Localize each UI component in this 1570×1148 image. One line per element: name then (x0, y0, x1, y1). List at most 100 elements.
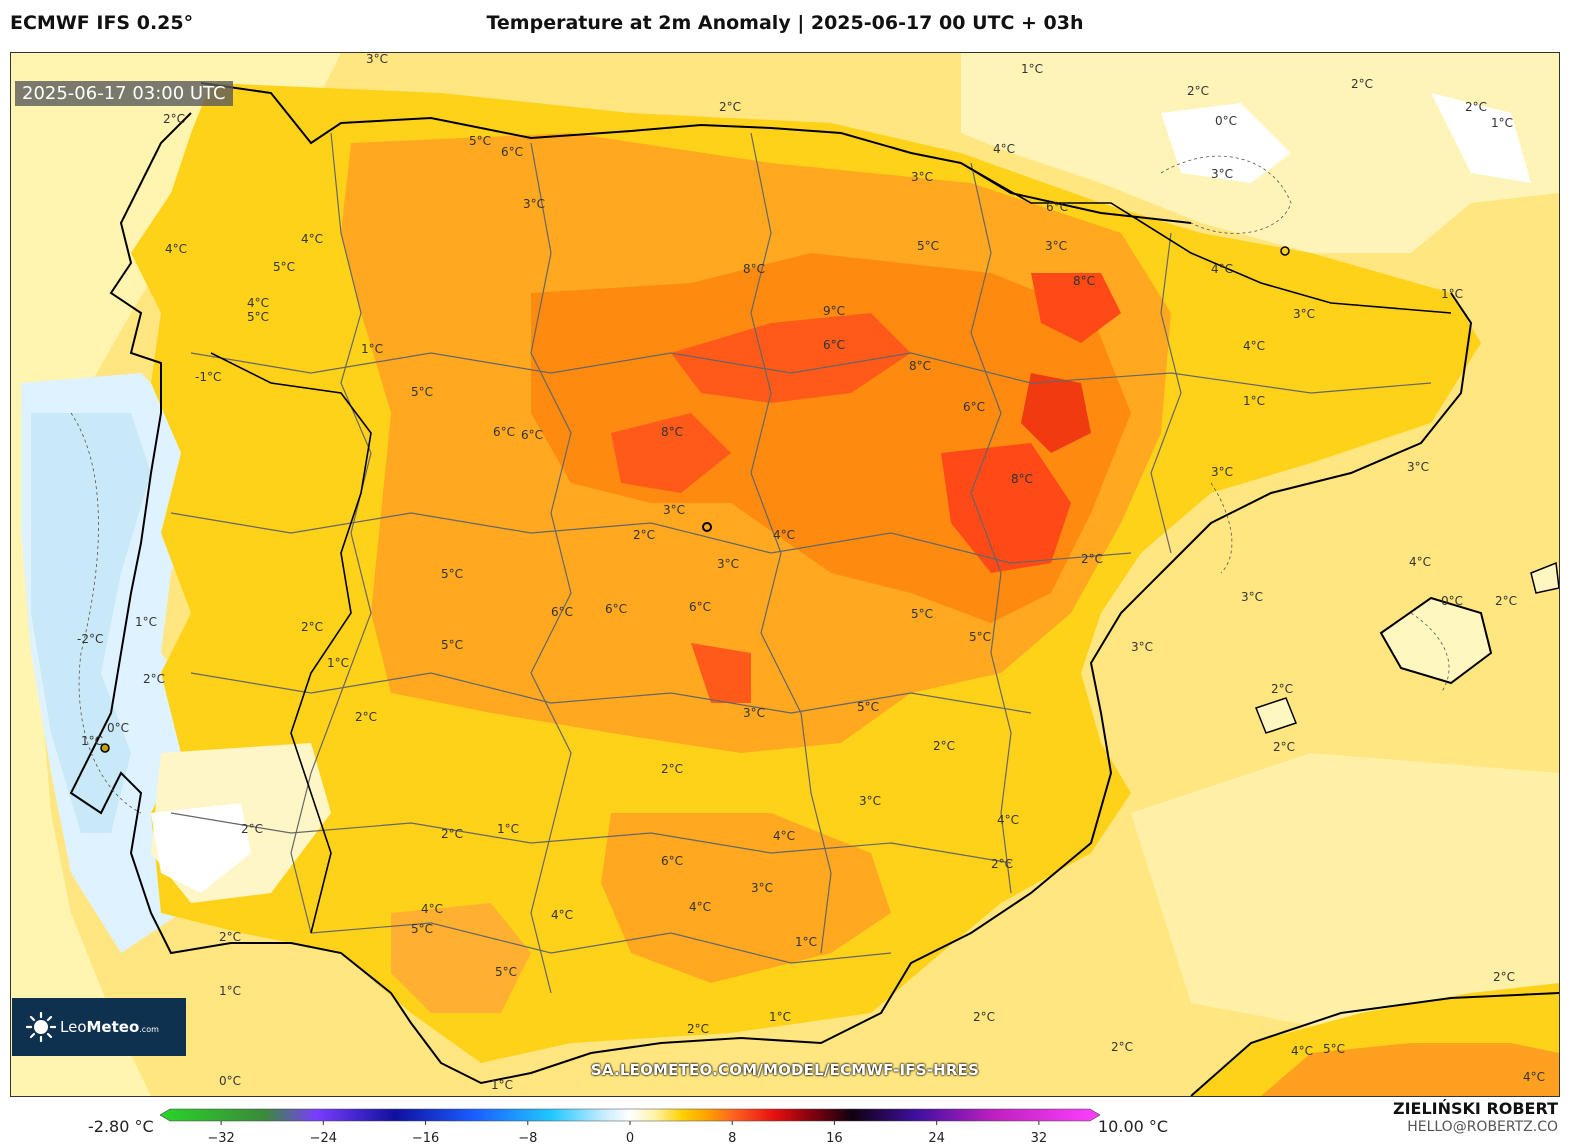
colorbar-tick-label: −24 (310, 1131, 337, 1146)
contour-label: 3°C (366, 53, 388, 66)
contour-label: 8°C (1011, 472, 1033, 486)
contour-label: -2°C (77, 632, 103, 646)
southwest-white (151, 803, 251, 893)
contour-label: 5°C (911, 607, 933, 621)
contour-label: 3°C (911, 170, 933, 184)
contour-label: 2°C (719, 100, 741, 114)
contour-label: 6°C (605, 602, 627, 616)
contour-label: 0°C (219, 1074, 241, 1088)
contour-label: 6°C (521, 428, 543, 442)
contour-label: 6°C (823, 338, 845, 352)
colorbar-tick-label: −32 (207, 1131, 234, 1146)
contour-label: 2°C (1271, 682, 1293, 696)
value-min-label: -2.80 °C (88, 1117, 154, 1136)
contour-label: 4°C (773, 528, 795, 542)
contour-label: -1°C (195, 370, 221, 384)
contour-label: 2°C (163, 112, 185, 126)
contour-label: 2°C (143, 672, 165, 686)
contour-label: 5°C (469, 134, 491, 148)
ibiza (1255, 697, 1297, 734)
contour-label: 2°C (1081, 552, 1103, 566)
contour-label: 8°C (743, 262, 765, 276)
colorbar-tick-label: 0 (626, 1131, 634, 1146)
contour-label: 6°C (551, 605, 573, 619)
north-africa-orange (1261, 1043, 1559, 1096)
contour-label: 1°C (135, 615, 157, 629)
contour-label: 3°C (1045, 239, 1067, 253)
south-west-orange (391, 903, 531, 1013)
contour-label: 5°C (917, 239, 939, 253)
colorbar-ramp (160, 1108, 1100, 1122)
france-spain-border (960, 162, 1452, 314)
contour-label: 6°C (1046, 200, 1068, 214)
colorbar-tick-label: −16 (412, 1131, 439, 1146)
contour-label: 6°C (493, 425, 515, 439)
contour-label: 8°C (909, 359, 931, 373)
contour-label: 2°C (933, 739, 955, 753)
contour-label: 3°C (1211, 465, 1233, 479)
contour-label: 2°C (633, 528, 655, 542)
contour-label: 2°C (441, 827, 463, 841)
colorbar-tick-label: 24 (928, 1131, 945, 1146)
contour-label: 0°C (1215, 114, 1237, 128)
contour-label: 4°C (247, 296, 269, 310)
contour-label: 6°C (501, 145, 523, 159)
mallorca (1379, 596, 1493, 685)
atlantic-cool-zone (11, 53, 341, 1096)
contour-label: 3°C (1241, 590, 1263, 604)
mediterranean-pale (1131, 753, 1559, 1033)
contour-label: 5°C (441, 567, 463, 581)
contour-label: 1°C (81, 734, 103, 748)
contour-label: 8°C (1073, 274, 1095, 288)
menorca (1530, 561, 1559, 594)
contour-label: 2°C (973, 1010, 995, 1024)
contour-label: 1°C (497, 822, 519, 836)
contour-label: 4°C (773, 829, 795, 843)
contour-label: 2°C (1273, 740, 1295, 754)
contour-label: 5°C (857, 700, 879, 714)
contour-label: 3°C (1293, 307, 1315, 321)
contour-label: 2°C (687, 1022, 709, 1036)
contour-label: 1°C (1491, 116, 1513, 130)
contour-label: 2°C (1351, 77, 1373, 91)
contour-label: 2°C (241, 822, 263, 836)
la-mancha-red (691, 643, 751, 703)
contour-label: 1°C (491, 1078, 513, 1092)
source-watermark: SA.LEOMETEO.COM/MODEL/ECMWF-IFS-HRES (590, 1061, 980, 1079)
contour-label: 6°C (689, 600, 711, 614)
contour-label: 2°C (301, 620, 323, 634)
contour-label: 3°C (1407, 460, 1429, 474)
contour-label: 2°C (1495, 594, 1517, 608)
contour-label: 5°C (1323, 1042, 1345, 1056)
city-marker-toulouse (1280, 246, 1290, 256)
leometeo-logo[interactable]: LeoMeteo.com (12, 998, 186, 1056)
contour-label: 5°C (495, 965, 517, 979)
contour-label: 3°C (663, 503, 685, 517)
south-orange (601, 813, 891, 983)
colorbar-tick-label: 8 (728, 1131, 736, 1146)
contour-label: 0°C (1441, 594, 1463, 608)
hotspot-east (941, 443, 1071, 573)
contour-label: 2°C (219, 930, 241, 944)
contour-label: 3°C (859, 794, 881, 808)
portugal-spain-border (210, 352, 372, 934)
contour-label: 5°C (247, 310, 269, 324)
contour-label: 5°C (969, 630, 991, 644)
contour-label: 8°C (661, 425, 683, 439)
value-max-label: 10.00 °C (1098, 1117, 1169, 1136)
contour-label: 2°C (1493, 970, 1515, 984)
sun-icon (26, 1012, 56, 1042)
africa-coastline (1190, 992, 1559, 1096)
contour-label: 4°C (1243, 339, 1265, 353)
contour-label: 4°C (551, 908, 573, 922)
contour-label: 5°C (411, 385, 433, 399)
contour-label: 4°C (993, 142, 1015, 156)
contour-label: 2°C (355, 710, 377, 724)
contour-label: 1°C (219, 984, 241, 998)
valid-time-badge: 2025-06-17 03:00 UTC (15, 81, 233, 106)
anomaly-map[interactable]: 3°C 5°C 6°C 3°C 4°C 4°C 5°C 4°C 5°C 1°C … (10, 52, 1560, 1097)
author-email: HELLO@ROBERTZ.CO (1407, 1119, 1558, 1135)
hotspot-north-central (671, 313, 911, 403)
hotspot-iberian-range (1021, 373, 1091, 453)
contour-label: 4°C (1523, 1070, 1545, 1084)
